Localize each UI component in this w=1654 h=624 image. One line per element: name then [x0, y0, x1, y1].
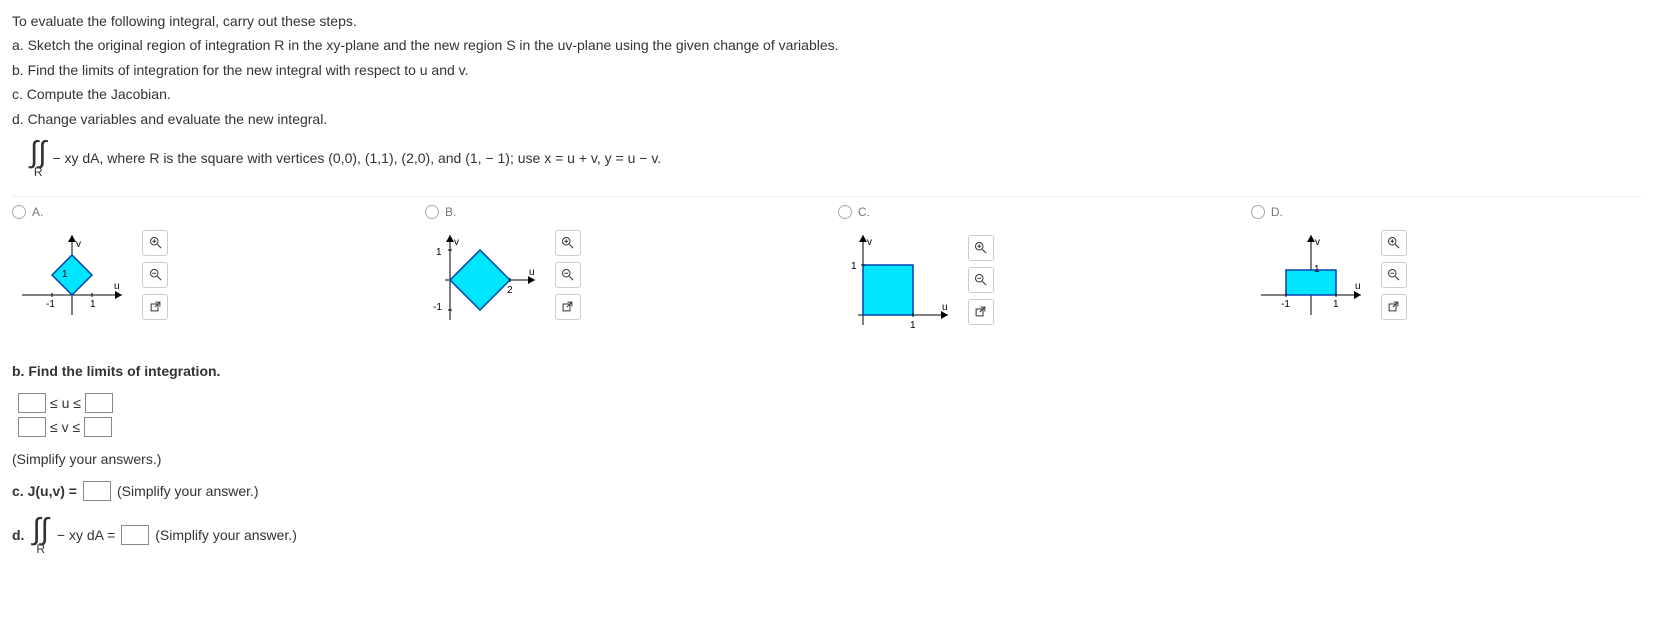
zoom-in-icon[interactable]: [968, 235, 994, 261]
problem-intro: To evaluate the following integral, carr…: [12, 10, 1642, 32]
popout-icon[interactable]: [968, 299, 994, 325]
option-c-label: C.: [858, 205, 870, 219]
v-limits-row: ≤ v ≤: [18, 417, 1642, 437]
radio-d[interactable]: [1251, 205, 1265, 219]
part-b-heading: b. Find the limits of integration.: [12, 363, 220, 379]
zoom-in-icon[interactable]: [1381, 230, 1407, 256]
svg-text:v: v: [1315, 237, 1320, 248]
svg-text:u: u: [942, 302, 948, 313]
svg-text:1: 1: [1333, 299, 1339, 310]
svg-text:v: v: [867, 237, 872, 248]
u-upper-input[interactable]: [85, 393, 113, 413]
radio-b[interactable]: [425, 205, 439, 219]
part-d-hint: (Simplify your answer.): [155, 527, 297, 543]
option-a[interactable]: A. v u -1 1 1: [12, 205, 403, 335]
problem-step-a: a. Sketch the original region of integra…: [12, 34, 1642, 56]
part-c-hint: (Simplify your answer.): [117, 483, 259, 499]
plot-a: v u -1 1 1: [12, 225, 132, 325]
problem-step-d: d. Change variables and evaluate the new…: [12, 108, 1642, 130]
popout-icon[interactable]: [142, 294, 168, 320]
svg-text:-1: -1: [433, 302, 442, 313]
problem-step-c: c. Compute the Jacobian.: [12, 83, 1642, 105]
problem-step-b: b. Find the limits of integration for th…: [12, 59, 1642, 81]
zoom-in-icon[interactable]: [142, 230, 168, 256]
svg-text:v: v: [76, 239, 81, 250]
option-c[interactable]: C. v u 1 1: [838, 205, 1229, 335]
option-a-label: A.: [32, 205, 43, 219]
v-lower-input[interactable]: [18, 417, 46, 437]
v-upper-input[interactable]: [84, 417, 112, 437]
problem-integral: ∫∫ R − xy dA, where R is the square with…: [30, 138, 1642, 178]
radio-a[interactable]: [12, 205, 26, 219]
svg-text:v: v: [454, 237, 459, 248]
u-lower-input[interactable]: [18, 393, 46, 413]
zoom-out-icon[interactable]: [142, 262, 168, 288]
u-mid-text: ≤ u ≤: [50, 395, 81, 411]
svg-text:1: 1: [62, 269, 68, 280]
svg-text:-1: -1: [46, 299, 55, 310]
svg-text:1: 1: [851, 261, 857, 272]
svg-text:1: 1: [436, 247, 442, 258]
part-b: b. Find the limits of integration. ≤ u ≤…: [12, 363, 1642, 467]
double-integral-symbol-d: ∫∫ R: [32, 515, 48, 555]
option-d[interactable]: D. v u -1 1 1: [1251, 205, 1642, 335]
part-d-label: d.: [12, 527, 24, 543]
options-row: A. v u -1 1 1: [12, 196, 1642, 335]
svg-text:-1: -1: [1281, 299, 1290, 310]
popout-icon[interactable]: [555, 294, 581, 320]
option-d-label: D.: [1271, 205, 1283, 219]
problem-statement: To evaluate the following integral, carr…: [12, 10, 1642, 178]
u-limits-row: ≤ u ≤: [18, 393, 1642, 413]
radio-c[interactable]: [838, 205, 852, 219]
integral-expression: − xy dA, where R is the square with vert…: [52, 147, 661, 169]
svg-text:1: 1: [910, 320, 916, 331]
plot-c: v u 1 1: [838, 225, 958, 335]
svg-text:u: u: [529, 267, 535, 278]
zoom-out-icon[interactable]: [1381, 262, 1407, 288]
popout-icon[interactable]: [1381, 294, 1407, 320]
svg-text:u: u: [114, 281, 120, 292]
part-c-label: c. J(u,v) =: [12, 483, 77, 499]
zoom-in-icon[interactable]: [555, 230, 581, 256]
zoom-out-icon[interactable]: [968, 267, 994, 293]
part-c: c. J(u,v) = (Simplify your answer.): [12, 481, 1642, 501]
v-mid-text: ≤ v ≤: [50, 419, 80, 435]
option-b[interactable]: B. v u 1 -1 2: [425, 205, 816, 335]
svg-text:2: 2: [507, 285, 513, 296]
zoom-out-icon[interactable]: [555, 262, 581, 288]
double-integral-symbol: ∫∫ R: [30, 138, 46, 178]
part-d: d. ∫∫ R − xy dA = (Simplify your answer.…: [12, 515, 1642, 555]
part-b-hint: (Simplify your answers.): [12, 451, 1642, 467]
jacobian-input[interactable]: [83, 481, 111, 501]
svg-text:u: u: [1355, 281, 1361, 292]
integral-answer-input[interactable]: [121, 525, 149, 545]
plot-d: v u -1 1 1: [1251, 225, 1371, 325]
part-d-expr: − xy dA =: [57, 527, 115, 543]
plot-b: v u 1 -1 2: [425, 225, 545, 325]
svg-text:1: 1: [1314, 264, 1320, 275]
option-b-label: B.: [445, 205, 456, 219]
svg-text:1: 1: [90, 299, 96, 310]
